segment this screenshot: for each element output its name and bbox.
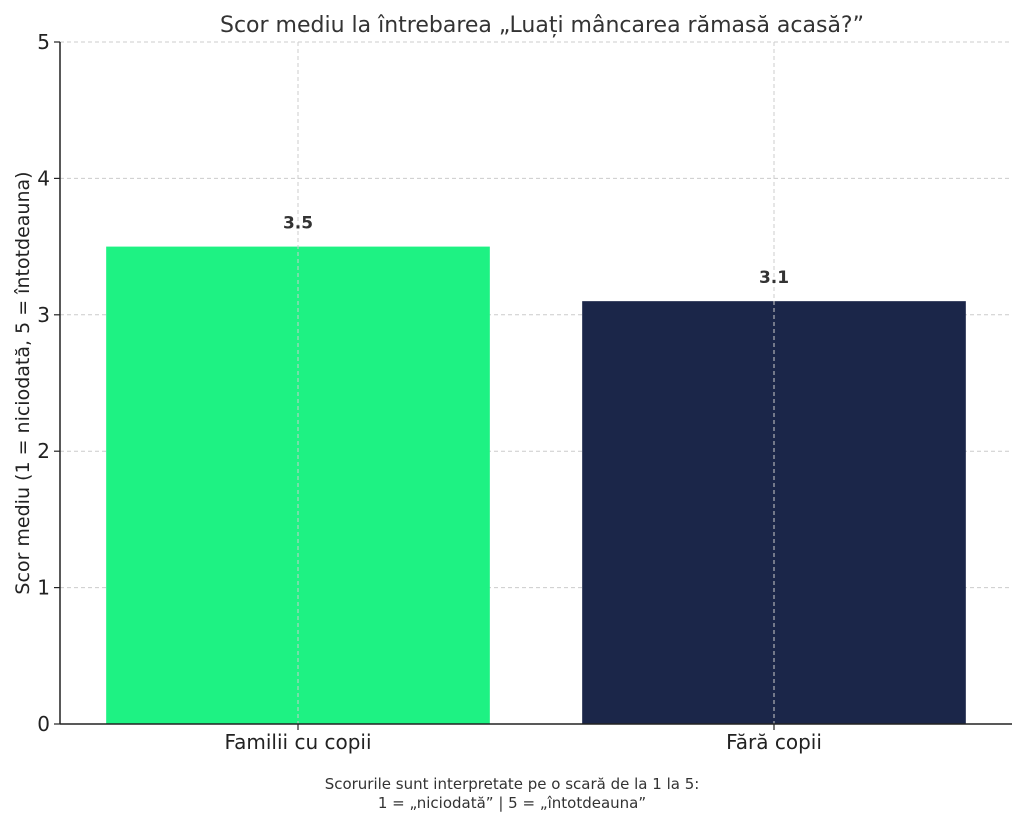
y-tick-label: 2 [37, 439, 50, 463]
y-axis-label: Scor mediu (1 = niciodată, 5 = întotdeau… [12, 171, 34, 594]
y-tick-label: 5 [37, 30, 50, 54]
x-tick-label: Fără copii [726, 730, 822, 754]
data-label: 3.1 [759, 268, 789, 288]
footnote-line-1: Scorurile sunt interpretate pe o scară d… [324, 775, 700, 793]
vertical-gridlines [297, 42, 775, 724]
data-labels: 3.5 3.1 [283, 214, 789, 289]
bar-chart: Scor mediu la întrebarea „Luați mâncarea… [12, 13, 1012, 754]
axes [59, 42, 1012, 725]
tick-labels: 0 1 2 3 4 5 Familii cu copii Fără copii [37, 30, 822, 754]
footnote-line-2: 1 = „niciodată” | 5 = „întotdeauna” [377, 794, 647, 812]
y-tick-label: 4 [37, 166, 50, 190]
chart-title: Scor mediu la întrebarea „Luați mâncarea… [220, 13, 864, 38]
x-tick-label: Familii cu copii [224, 730, 371, 754]
y-tick-label: 1 [37, 576, 50, 600]
footnote: Scorurile sunt interpretate pe o scară d… [0, 775, 1024, 813]
data-label: 3.5 [283, 214, 313, 234]
y-tick-label: 3 [37, 303, 50, 327]
bars [106, 246, 966, 724]
y-tick-label: 0 [37, 712, 50, 736]
